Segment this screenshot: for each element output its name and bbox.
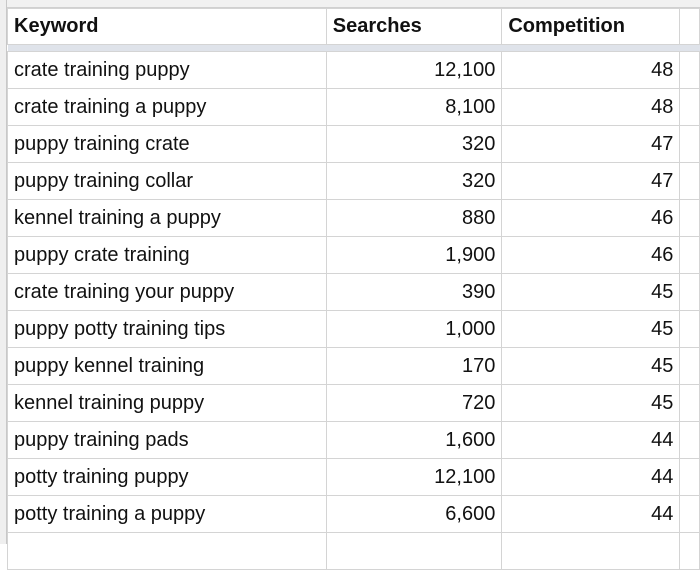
table-row: puppy training crate 320 47 — [7, 125, 700, 163]
header-keyword[interactable]: Keyword — [7, 8, 327, 45]
keyword-cell[interactable]: puppy crate training — [7, 236, 327, 274]
competition-cell[interactable]: 45 — [501, 310, 681, 348]
column-header-strip — [0, 0, 700, 8]
empty-cell[interactable] — [679, 51, 700, 89]
table-row: potty training a puppy 6,600 44 — [7, 495, 700, 533]
searches-cell[interactable]: 390 — [325, 273, 503, 311]
empty-cell[interactable] — [679, 125, 700, 163]
searches-cell[interactable]: 720 — [325, 384, 503, 422]
empty-cell[interactable] — [501, 532, 681, 570]
table-row: crate training your puppy 390 45 — [7, 273, 700, 311]
empty-cell[interactable] — [679, 273, 700, 311]
table-row: puppy crate training 1,900 46 — [7, 236, 700, 274]
searches-cell[interactable]: 6,600 — [325, 495, 503, 533]
table-row: potty training puppy 12,100 44 — [7, 458, 700, 496]
empty-cell[interactable] — [679, 495, 700, 533]
empty-cell[interactable] — [679, 458, 700, 496]
table-row — [7, 532, 700, 570]
empty-cell[interactable] — [679, 384, 700, 422]
empty-cell[interactable] — [679, 421, 700, 459]
keyword-cell[interactable]: puppy training crate — [7, 125, 327, 163]
keyword-cell[interactable]: potty training puppy — [7, 458, 327, 496]
keyword-cell[interactable]: puppy potty training tips — [7, 310, 327, 348]
empty-cell[interactable] — [7, 532, 327, 570]
table-row: kennel training a puppy 880 46 — [7, 199, 700, 237]
competition-cell[interactable]: 47 — [501, 162, 681, 200]
empty-cell[interactable] — [679, 199, 700, 237]
keyword-cell[interactable]: kennel training puppy — [7, 384, 327, 422]
empty-cell[interactable] — [679, 236, 700, 274]
keyword-cell[interactable]: puppy training pads — [7, 421, 327, 459]
competition-cell[interactable]: 45 — [501, 273, 681, 311]
table-row: puppy potty training tips 1,000 45 — [7, 310, 700, 348]
keyword-cell[interactable]: crate training your puppy — [7, 273, 327, 311]
table-row: puppy training collar 320 47 — [7, 162, 700, 200]
table-row: puppy kennel training 170 45 — [7, 347, 700, 385]
competition-cell[interactable]: 47 — [501, 125, 681, 163]
competition-cell[interactable]: 48 — [501, 88, 681, 126]
searches-cell[interactable]: 320 — [325, 162, 503, 200]
searches-cell[interactable]: 1,000 — [325, 310, 503, 348]
competition-cell[interactable]: 48 — [501, 51, 681, 89]
competition-cell[interactable]: 46 — [501, 236, 681, 274]
empty-cell[interactable] — [679, 162, 700, 200]
searches-cell[interactable]: 12,100 — [325, 458, 503, 496]
keyword-cell[interactable]: puppy kennel training — [7, 347, 327, 385]
header-competition[interactable]: Competition — [501, 8, 681, 45]
empty-cell[interactable] — [325, 532, 503, 570]
keyword-cell[interactable]: crate training puppy — [7, 51, 327, 89]
searches-cell[interactable]: 12,100 — [325, 51, 503, 89]
table-row: crate training a puppy 8,100 48 — [7, 88, 700, 126]
empty-cell[interactable] — [679, 347, 700, 385]
frozen-row-separator[interactable] — [7, 44, 700, 52]
competition-cell[interactable]: 44 — [501, 421, 681, 459]
searches-cell[interactable]: 880 — [325, 199, 503, 237]
empty-cell[interactable] — [679, 310, 700, 348]
competition-cell[interactable]: 45 — [501, 347, 681, 385]
header-searches[interactable]: Searches — [325, 8, 503, 45]
competition-cell[interactable]: 45 — [501, 384, 681, 422]
searches-cell[interactable]: 1,600 — [325, 421, 503, 459]
competition-cell[interactable]: 44 — [501, 495, 681, 533]
table-row: kennel training puppy 720 45 — [7, 384, 700, 422]
row-header-gutter — [0, 0, 7, 544]
searches-cell[interactable]: 8,100 — [325, 88, 503, 126]
table-row: crate training puppy 12,100 48 — [7, 51, 700, 89]
empty-cell[interactable] — [679, 8, 700, 45]
keyword-table: Keyword Searches Competition crate train… — [7, 8, 700, 570]
searches-cell[interactable]: 1,900 — [325, 236, 503, 274]
empty-cell[interactable] — [679, 532, 700, 570]
keyword-cell[interactable]: crate training a puppy — [7, 88, 327, 126]
keyword-cell[interactable]: kennel training a puppy — [7, 199, 327, 237]
empty-cell[interactable] — [679, 88, 700, 126]
competition-cell[interactable]: 46 — [501, 199, 681, 237]
searches-cell[interactable]: 170 — [325, 347, 503, 385]
searches-cell[interactable]: 320 — [325, 125, 503, 163]
table-row: puppy training pads 1,600 44 — [7, 421, 700, 459]
keyword-cell[interactable]: potty training a puppy — [7, 495, 327, 533]
competition-cell[interactable]: 44 — [501, 458, 681, 496]
header-row: Keyword Searches Competition — [7, 8, 700, 45]
keyword-cell[interactable]: puppy training collar — [7, 162, 327, 200]
